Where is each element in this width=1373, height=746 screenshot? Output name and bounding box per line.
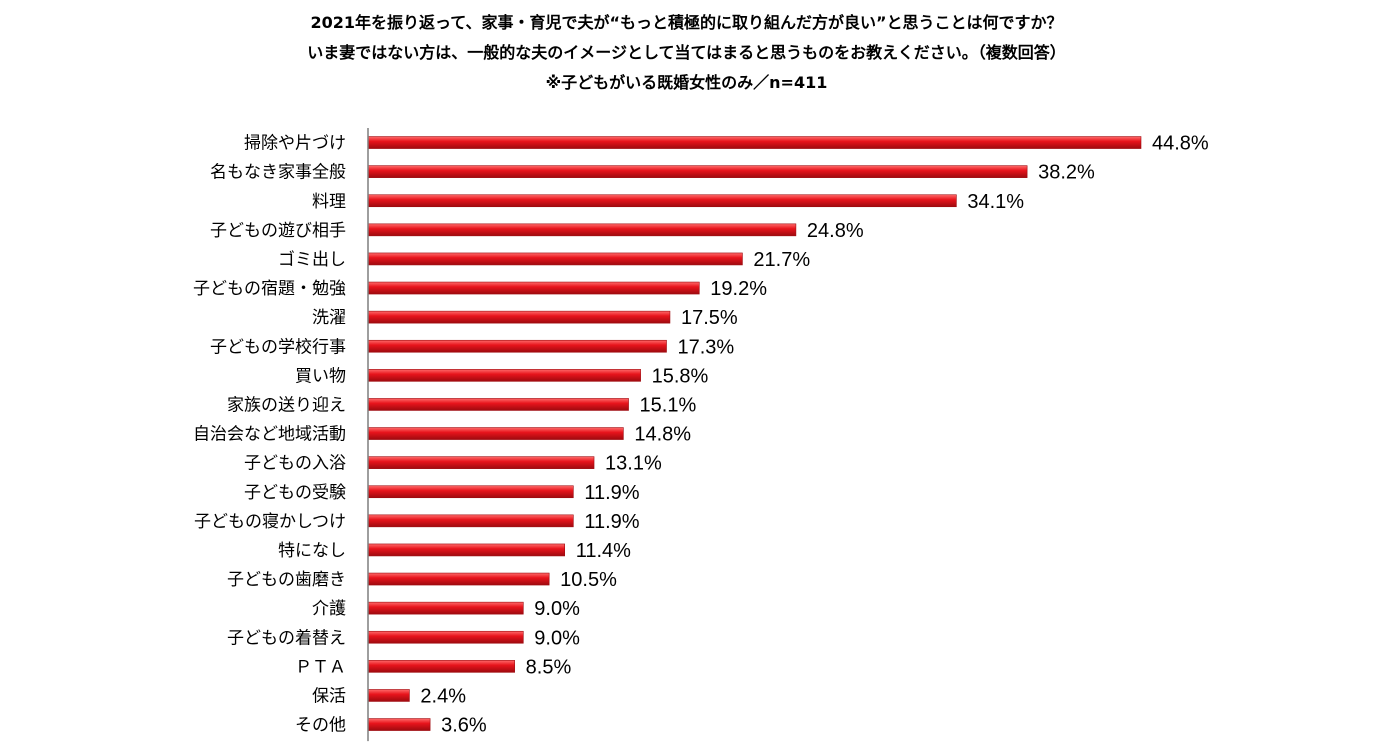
data-label: 9.0% [534, 627, 580, 649]
data-label: 44.8% [1152, 133, 1209, 155]
category-label: 子どもの受験 [244, 483, 346, 503]
bar [367, 194, 957, 208]
category-label: 介護 [312, 599, 346, 619]
data-label: 15.1% [640, 394, 697, 416]
bar [367, 630, 524, 644]
bar [367, 339, 667, 353]
bar [367, 310, 671, 324]
data-label: 17.5% [681, 307, 738, 329]
data-label: 2.4% [420, 685, 466, 707]
data-label: 8.5% [526, 656, 572, 678]
bar [367, 456, 595, 469]
category-label: 掃除や片づけ [244, 134, 346, 154]
data-label: 19.2% [710, 278, 767, 300]
bar [367, 485, 574, 499]
data-label: 34.1% [967, 191, 1024, 213]
bar [367, 369, 641, 382]
data-label: 11.4% [576, 540, 631, 562]
data-label: 9.0% [534, 598, 580, 620]
category-label: 洗濯 [312, 308, 346, 328]
category-label: 家族の送り迎え [227, 395, 346, 415]
chart-title: 2021年を振り返って、家事・育児で夫が“もっと積極的に取り組んだ方が良い”と思… [0, 8, 1373, 98]
bar [367, 427, 624, 440]
chart-subtitle: ※子どもがいる既婚女性のみ／n=411 [545, 73, 828, 92]
category-label: 特になし [278, 541, 346, 561]
category-label: 料理 [312, 192, 346, 212]
bar [367, 689, 410, 702]
data-label: 15.8% [652, 365, 709, 387]
bar [367, 136, 1142, 149]
category-label: 子どもの遊び相手 [210, 221, 346, 241]
bars-group: 掃除や片づけ 44.8% 名もなき家事全般 38.2% 料理 34.1% 子どもの遊び相手 2… [193, 133, 1209, 737]
data-label: 24.8% [807, 220, 864, 242]
data-label: 14.8% [634, 424, 691, 446]
bar [367, 718, 431, 731]
bar [367, 165, 1028, 178]
category-label: 子どもの学校行事 [210, 337, 346, 357]
data-label: 11.9% [584, 482, 639, 504]
bar [367, 601, 524, 615]
category-label: その他 [295, 716, 346, 736]
data-label: 38.2% [1038, 162, 1095, 184]
bar [367, 252, 743, 266]
bar [367, 572, 550, 586]
category-label: 子どもの寝かしつけ [194, 511, 346, 532]
bar [367, 398, 629, 411]
data-label: 10.5% [560, 569, 617, 591]
category-label: ゴミ出し [278, 249, 346, 270]
bar [367, 660, 515, 673]
category-label: 保活 [312, 686, 346, 706]
category-label: 買い物 [295, 366, 346, 386]
data-label: 3.6% [441, 715, 487, 737]
data-label: 11.9% [584, 511, 639, 533]
category-label: 子どもの歯磨き [227, 570, 346, 590]
bar [367, 223, 797, 237]
category-label: 名もなき家事全般 [210, 163, 346, 183]
chart-title-line-1: 2021年を振り返って、家事・育児で夫が“もっと積極的に取り組んだ方が良い”と思… [310, 13, 1063, 32]
category-label: ＰＴＡ [295, 657, 346, 677]
bar [367, 543, 566, 557]
bar [367, 514, 574, 528]
category-label: 自治会など地域活動 [193, 425, 346, 445]
bar [367, 281, 700, 295]
chart-title-line-2: いま妻ではない方は、一般的な夫のイメージとして当てはまると思うものをお教えくださ… [307, 43, 1066, 62]
data-label: 13.1% [605, 453, 662, 475]
data-label: 17.3% [678, 336, 735, 358]
category-label: 子どもの入浴 [244, 454, 346, 474]
category-label: 子どもの着替え [227, 628, 346, 648]
category-label: 子どもの宿題・勉強 [193, 279, 346, 299]
data-label: 21.7% [753, 249, 810, 271]
